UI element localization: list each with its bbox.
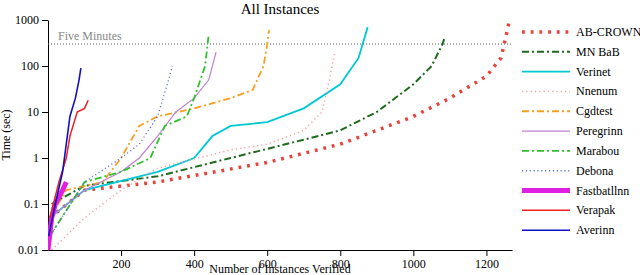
tick: 10 <box>27 105 48 119</box>
tick-mark <box>42 112 48 113</box>
legend-label: Cgdtest <box>576 104 613 118</box>
tick-mark <box>486 250 487 256</box>
legend-label: Debona <box>576 164 614 178</box>
tick: 200 <box>113 250 131 271</box>
tick-mark <box>267 250 268 256</box>
legend-swatch <box>522 188 570 193</box>
legend-swatch <box>522 210 570 212</box>
legend-item: Nnenum <box>522 84 618 98</box>
axis-line <box>48 21 49 251</box>
tick-mark <box>413 250 414 256</box>
legend-swatch <box>522 91 570 93</box>
legend-item: Fastbatllnn <box>522 184 629 198</box>
annotation: Five Minutes <box>58 29 122 43</box>
tick-label: 10 <box>27 105 39 119</box>
tick: 1 <box>33 151 48 165</box>
tick-label: 0.01 <box>18 243 39 257</box>
legend-label: Nnenum <box>576 84 618 98</box>
legend-swatch <box>522 51 570 53</box>
legend-swatch <box>522 170 570 171</box>
legend-label: Averinn <box>576 223 614 237</box>
series-line <box>50 66 172 236</box>
legend-label: MN BaB <box>576 45 620 59</box>
series-line <box>49 68 81 236</box>
series-line <box>52 52 335 250</box>
legend-label: Marabou <box>576 144 619 158</box>
series-line <box>52 38 445 204</box>
tick: 0.1 <box>24 197 48 211</box>
tick: 400 <box>186 250 204 271</box>
tick: 100 <box>21 59 48 73</box>
legend-swatch <box>522 71 570 73</box>
tick-label: 100 <box>21 59 39 73</box>
legend-label: AB-CROWN <box>576 25 640 39</box>
tick: 1000 <box>15 13 48 27</box>
tick-label: 1 <box>33 151 39 165</box>
tick-label: 0.1 <box>24 197 39 211</box>
legend-item: Peregrinn <box>522 124 623 138</box>
series-line <box>50 30 269 218</box>
legend-item: Averinn <box>522 223 614 237</box>
y-axis: 0.01 0.1 1 10 100 1000 <box>15 13 49 257</box>
legend-item: Marabou <box>522 144 619 158</box>
tick-mark <box>340 250 341 256</box>
series-line <box>50 27 368 218</box>
tick: 1200 <box>475 250 499 271</box>
tick-mark <box>42 250 48 251</box>
tick-label: 200 <box>113 257 131 271</box>
legend-item: Debona <box>522 164 614 178</box>
legend-label: Verinet <box>576 65 611 79</box>
series-line <box>50 52 216 218</box>
y-axis-title: Time (sec) <box>0 109 13 160</box>
marks <box>48 22 512 250</box>
tick-mark <box>194 250 195 256</box>
tick-label: 1000 <box>15 13 39 27</box>
title: All Instances <box>241 1 320 17</box>
tick-label: 400 <box>186 257 204 271</box>
plot-area: 200400600800100012000.010.11101001000Fiv… <box>15 13 513 270</box>
tick-label: 1200 <box>475 257 499 271</box>
series-line <box>50 34 209 236</box>
series-line <box>50 22 509 218</box>
tick-mark <box>42 204 48 205</box>
legend-label: Peregrinn <box>576 124 623 138</box>
legend-item: MN BaB <box>522 45 620 59</box>
tick-mark <box>121 250 122 256</box>
tick: 0.01 <box>18 243 48 257</box>
legend-item: Cgdtest <box>522 104 613 118</box>
legend-swatch <box>522 110 570 112</box>
tick-label: 1000 <box>402 257 426 271</box>
tick-mark <box>42 20 48 21</box>
legend-swatch <box>522 130 570 131</box>
legend-label: Fastbatllnn <box>576 184 629 198</box>
legend-swatch <box>522 229 570 231</box>
legend-label: Verapak <box>576 203 615 217</box>
legend: AB-CROWN MN BaB Verinet Nnenum Cgdtest Peregr… <box>522 25 640 237</box>
tick-mark <box>42 66 48 67</box>
legend-item: AB-CROWN <box>522 25 640 39</box>
legend-item: Verapak <box>522 203 615 217</box>
axis-line <box>49 250 513 251</box>
x-axis-title: Number of Instances Verified <box>209 262 350 275</box>
legend-item: Verinet <box>522 65 611 79</box>
tick-mark <box>42 158 48 159</box>
chart: 200400600800100012000.010.11101001000Fiv… <box>0 0 640 275</box>
legend-swatch <box>522 150 570 152</box>
tick: 1000 <box>402 250 426 271</box>
legend-swatch <box>522 30 570 34</box>
